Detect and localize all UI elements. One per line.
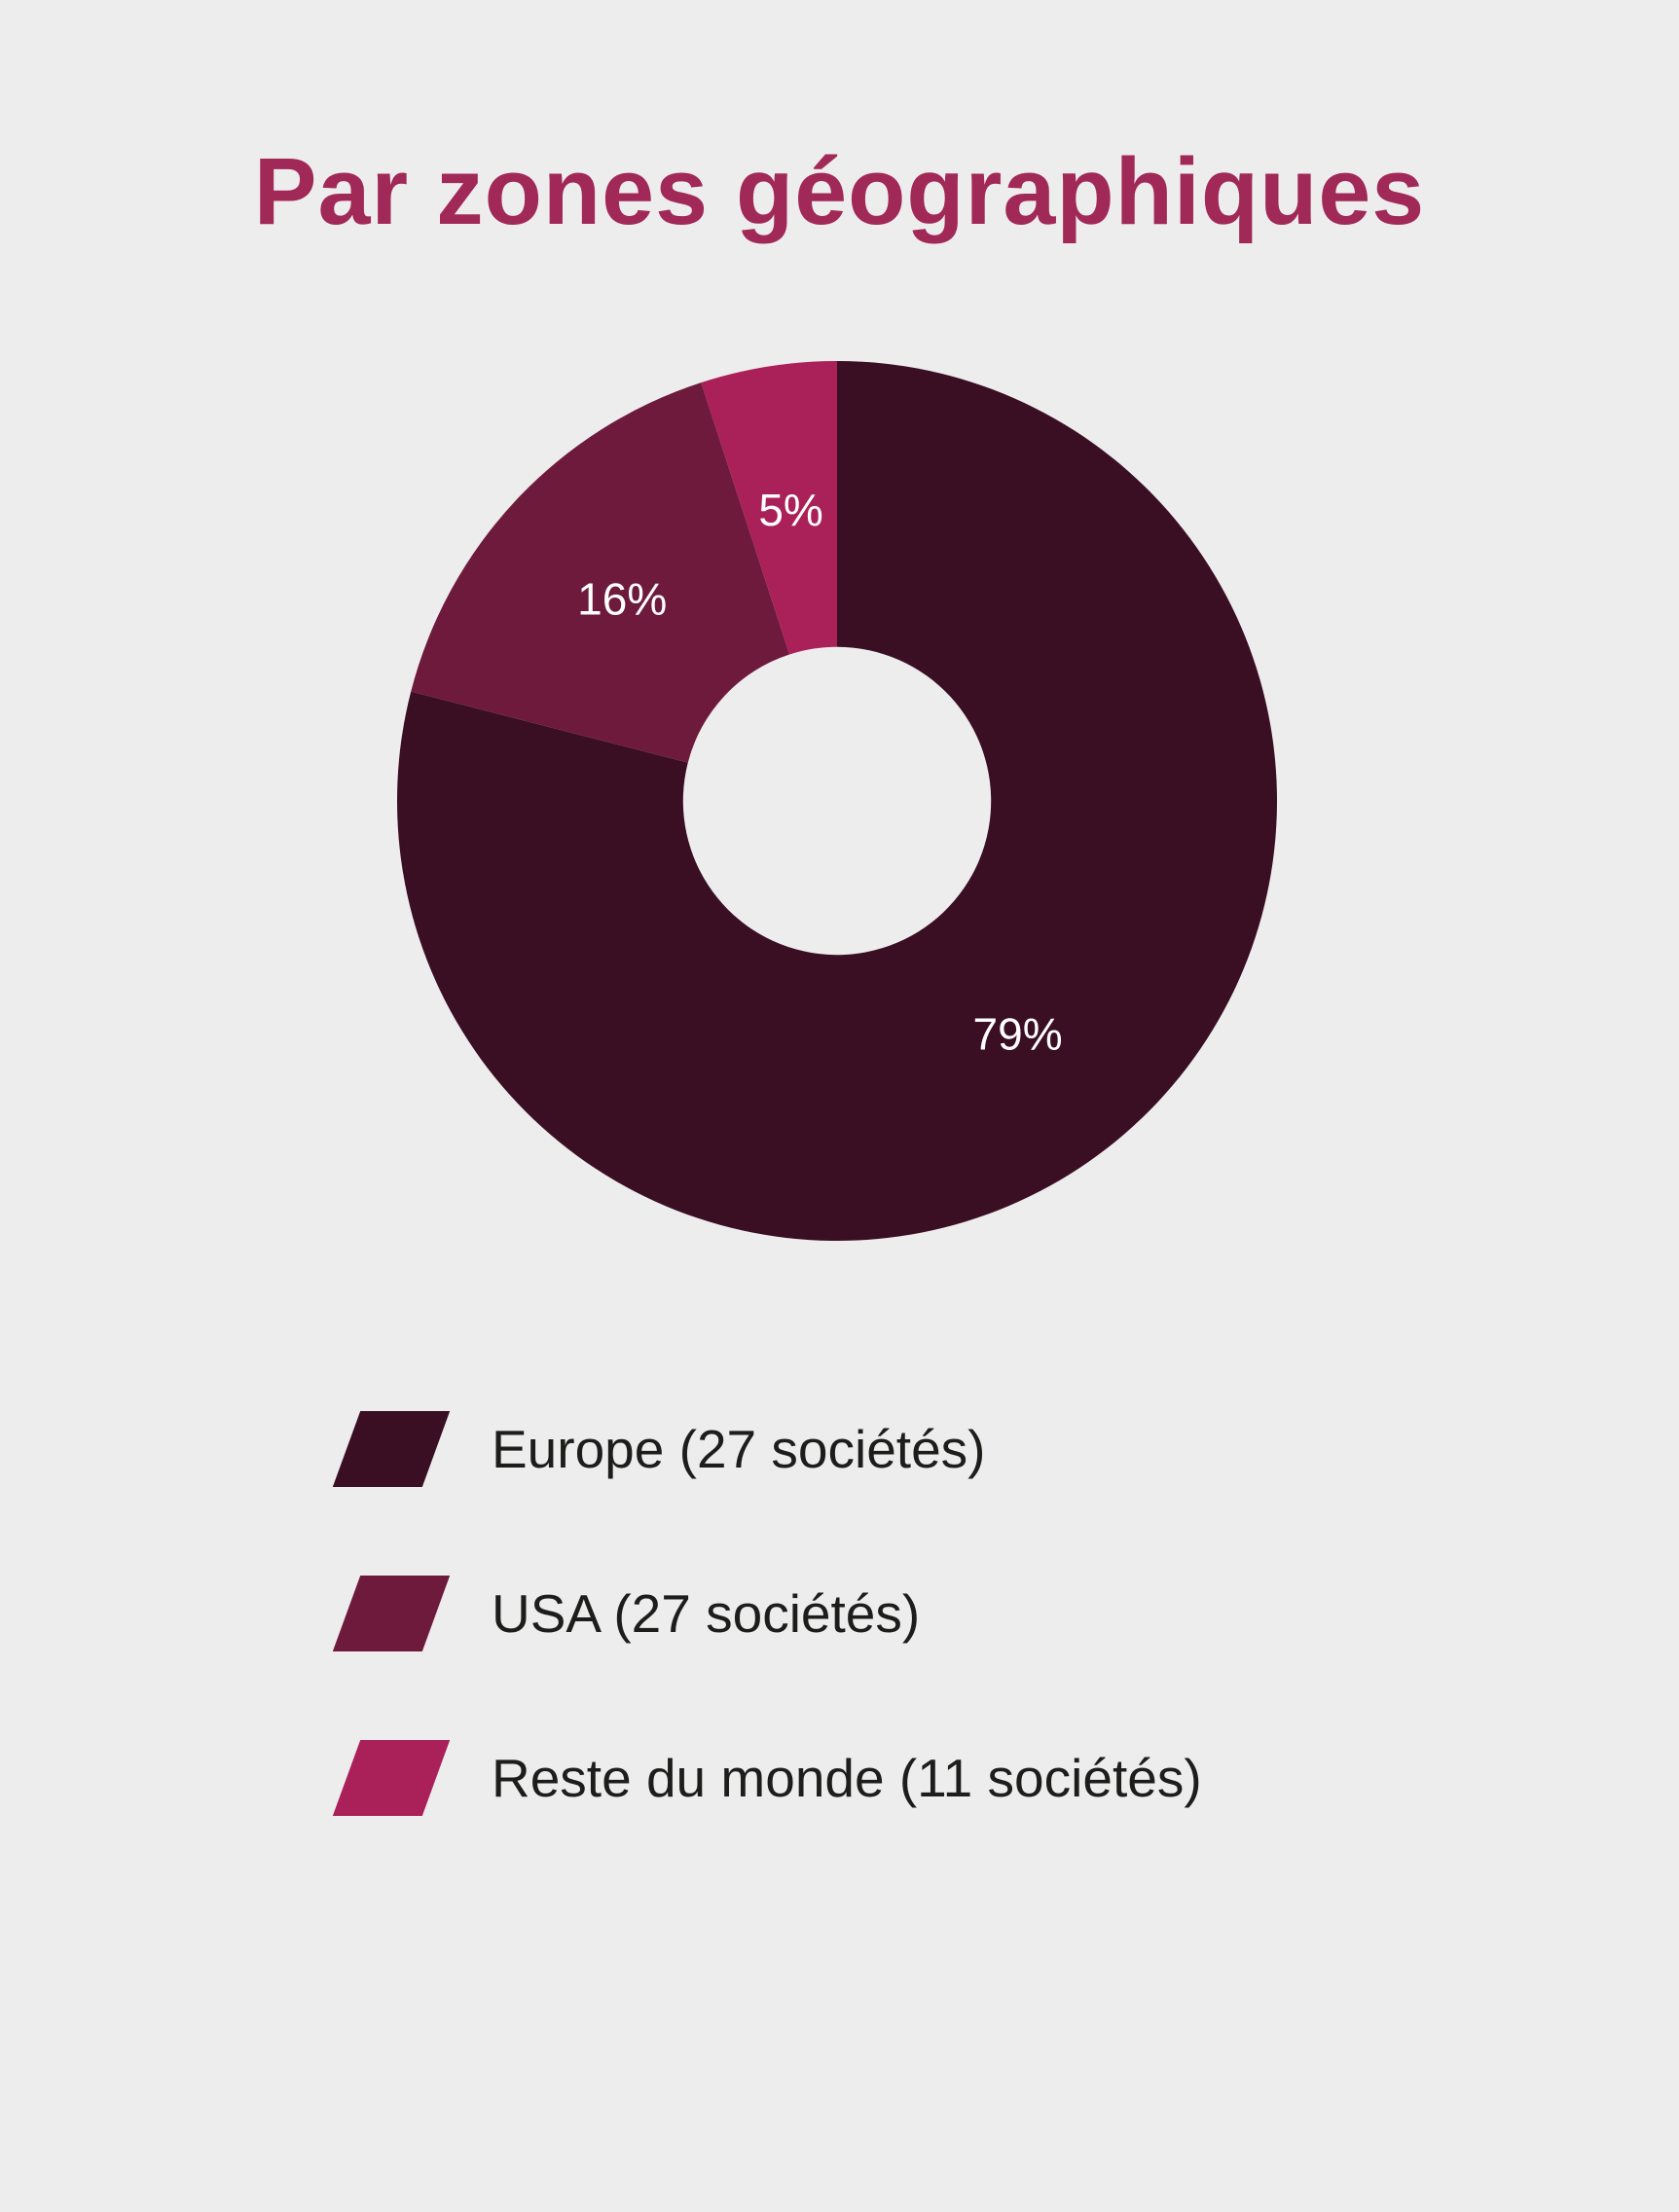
legend-item-reste-du-monde: Reste du monde (11 sociétés) [332,1740,1202,1816]
slice-value-label-2: 5% [758,485,822,535]
slice-value-label-0: 79% [973,1008,1063,1059]
donut-slice-0 [396,361,1277,1241]
legend-swatch-europe [332,1411,451,1487]
slice-value-label-1: 16% [577,574,667,625]
chart-legend: Europe (27 sociétés) USA (27 sociétés) R… [332,1411,1202,1904]
legend-label-usa: USA (27 sociétés) [492,1582,921,1644]
chart-title: Par zones géographiques [253,138,1426,244]
legend-label-europe: Europe (27 sociétés) [492,1418,986,1479]
donut-slice-1 [411,382,790,763]
legend-swatch-usa [332,1576,451,1651]
legend-item-europe: Europe (27 sociétés) [332,1411,1202,1487]
legend-label-reste-du-monde: Reste du monde (11 sociétés) [492,1747,1202,1808]
legend-swatch-reste-du-monde [332,1740,451,1816]
legend-item-usa: USA (27 sociétés) [332,1576,1202,1651]
donut-slice-2 [701,361,837,655]
